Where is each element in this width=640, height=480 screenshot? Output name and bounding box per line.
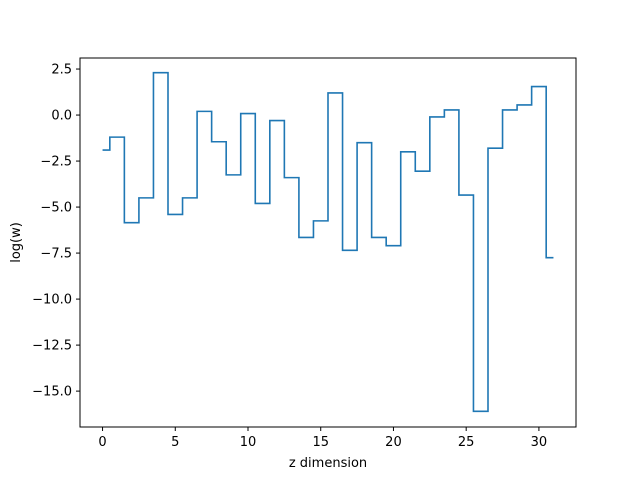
- x-tick-label: 10: [240, 435, 257, 450]
- axes-frame: [79, 57, 577, 428]
- y-tick-label: 2.5: [51, 63, 72, 78]
- y-tick-label: −5.0: [40, 201, 72, 216]
- y-tick-label: −12.5: [32, 339, 72, 354]
- series-line: [102, 71, 554, 413]
- y-axis: 2.5 0.0 −2.5 −5.0 −7.5 −10.0 −12.5 −15.0: [32, 63, 80, 400]
- x-tick-label: 0: [98, 435, 106, 450]
- x-tick-label: 20: [385, 435, 402, 450]
- x-tick-label: 15: [312, 435, 329, 450]
- x-axis: 0 5 10 15 20 25 30: [98, 427, 547, 450]
- x-tick-label: 25: [458, 435, 475, 450]
- y-tick-label: −15.0: [32, 385, 72, 400]
- x-axis-label: z dimension: [289, 456, 367, 471]
- y-tick-label: 0.0: [51, 109, 72, 124]
- y-tick-label: −7.5: [40, 247, 72, 262]
- y-tick-label: −2.5: [40, 155, 72, 170]
- x-tick-label: 5: [171, 435, 179, 450]
- y-tick-label: −10.0: [32, 293, 72, 308]
- y-axis-label: log(w): [9, 222, 24, 263]
- x-tick-label: 30: [531, 435, 548, 450]
- plot-area: [102, 71, 554, 413]
